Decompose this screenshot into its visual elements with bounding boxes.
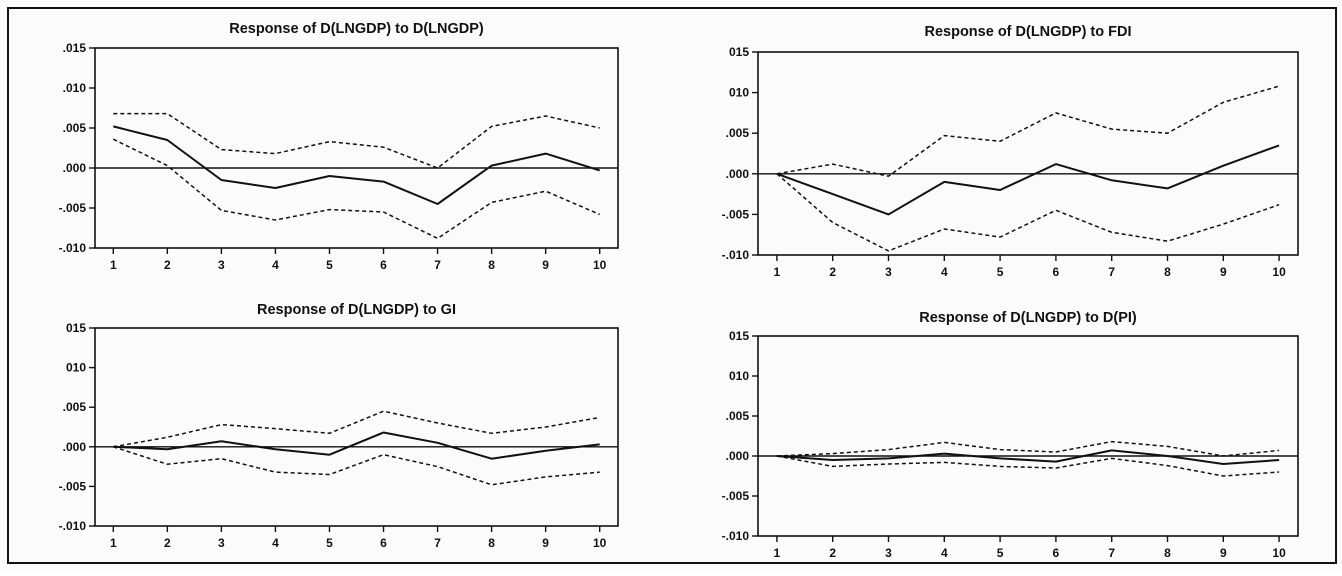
chart-title: Response of D(LNGDP) to D(PI) <box>919 310 1137 326</box>
impulse-response-line <box>113 431 600 460</box>
x-tick-label: 4 <box>941 546 948 560</box>
chart-panel-response-of-d-lngdp-to-d-pi: Response of D(LNGDP) to D(PI) 015 010 .005.… <box>722 310 1299 560</box>
plot-area-frame <box>94 327 619 527</box>
x-tick-label: 2 <box>164 536 171 550</box>
x-tick-label: 3 <box>218 536 225 550</box>
plot-area-frame <box>757 335 1299 537</box>
figure-border <box>7 7 1337 564</box>
y-tick-label: 015 <box>66 321 86 335</box>
y-tick-label: .000 <box>63 161 87 175</box>
y-tick-label: -.005 <box>59 201 87 215</box>
x-tick-label: 7 <box>434 536 441 550</box>
x-tick-label: 1 <box>774 265 781 279</box>
impulse-response-line <box>113 125 600 205</box>
x-tick-label: 8 <box>488 258 495 272</box>
x-tick-label: 10 <box>1272 546 1286 560</box>
chart-panel-response-of-d-lngdp-to-d-lngdp: Response of D(LNGDP) to D(LNGDP) .015 .010… <box>59 21 619 272</box>
x-tick-label: 8 <box>1164 265 1171 279</box>
y-tick-label: .005 <box>726 409 750 423</box>
y-tick-label: .000 <box>63 440 87 454</box>
x-tick-label: 4 <box>272 536 279 550</box>
x-tick-label: 9 <box>1220 546 1227 560</box>
confidence-band-line-2 <box>776 173 1280 252</box>
x-tick-label: 6 <box>380 258 387 272</box>
y-tick-label: -.010 <box>59 241 87 255</box>
y-tick-label: .010 <box>63 81 87 95</box>
x-tick-label: 2 <box>164 258 171 272</box>
y-tick-label: 010 <box>729 86 749 100</box>
confidence-band-line-2 <box>112 138 600 240</box>
y-tick-label: -.010 <box>722 248 750 262</box>
impulse-response-line <box>776 449 1280 465</box>
confidence-band-line-1 <box>776 85 1280 177</box>
y-tick-label: -.005 <box>722 489 750 503</box>
x-tick-label: 1 <box>774 546 781 560</box>
y-tick-label: 010 <box>66 361 86 375</box>
y-tick-label: -.010 <box>722 529 750 543</box>
x-tick-label: 9 <box>542 536 549 550</box>
x-tick-label: 2 <box>829 265 836 279</box>
plot-area-frame <box>757 51 1299 256</box>
x-tick-label: 5 <box>326 536 333 550</box>
x-tick-label: 6 <box>380 536 387 550</box>
y-tick-label: 015 <box>729 45 749 59</box>
y-tick-label: .005 <box>63 121 87 135</box>
x-tick-label: 3 <box>885 546 892 560</box>
confidence-band-line-2 <box>113 446 600 486</box>
y-tick-label: -.010 <box>59 519 87 533</box>
x-tick-label: 10 <box>593 258 607 272</box>
x-tick-label: 7 <box>1108 546 1115 560</box>
x-tick-label: 6 <box>1053 265 1060 279</box>
chart-panel-response-of-d-lngdp-to-gi: Response of D(LNGDP) to GI 015 010 .005 .000… <box>59 302 619 550</box>
chart-title: Response of D(LNGDP) to GI <box>257 302 456 318</box>
y-tick-label: .015 <box>63 41 87 55</box>
chart-panel-response-of-d-lngdp-to-fdi: Response of D(LNGDP) to FDI 015 010 .005 .00… <box>722 24 1299 279</box>
y-tick-label: 015 <box>729 329 749 343</box>
y-tick-label: .000 <box>726 449 750 463</box>
confidence-band-line-1 <box>113 410 600 448</box>
impulse-response-line <box>776 144 1280 216</box>
x-tick-label: 9 <box>1220 265 1227 279</box>
y-tick-label: 010 <box>729 369 749 383</box>
x-tick-label: 6 <box>1053 546 1060 560</box>
x-tick-label: 7 <box>434 258 441 272</box>
confidence-band-line-2 <box>776 455 1280 477</box>
x-tick-label: 7 <box>1108 265 1115 279</box>
y-tick-label: .005 <box>63 400 87 414</box>
x-tick-label: 4 <box>941 265 948 279</box>
x-tick-label: 8 <box>1164 546 1171 560</box>
x-tick-label: 2 <box>829 546 836 560</box>
chart-title: Response of D(LNGDP) to D(LNGDP) <box>229 21 484 37</box>
confidence-band-line-1 <box>113 112 600 169</box>
y-tick-label: .000 <box>726 167 750 181</box>
x-tick-label: 3 <box>885 265 892 279</box>
y-tick-label: -.005 <box>722 207 750 221</box>
x-tick-label: 1 <box>110 258 117 272</box>
x-tick-label: 4 <box>272 258 279 272</box>
x-tick-label: 1 <box>110 536 117 550</box>
x-tick-label: 9 <box>542 258 549 272</box>
confidence-band-line-1 <box>776 440 1280 457</box>
x-tick-label: 10 <box>1272 265 1286 279</box>
chart-title: Response of D(LNGDP) to FDI <box>924 24 1131 40</box>
x-tick-label: 5 <box>326 258 333 272</box>
plot-area-frame <box>94 47 619 249</box>
x-tick-label: 10 <box>593 536 607 550</box>
x-tick-label: 5 <box>997 546 1004 560</box>
x-tick-label: 8 <box>488 536 495 550</box>
y-tick-label: -.005 <box>59 479 87 493</box>
y-tick-label: .005 <box>726 126 750 140</box>
x-tick-label: 3 <box>218 258 225 272</box>
x-tick-label: 5 <box>997 265 1004 279</box>
